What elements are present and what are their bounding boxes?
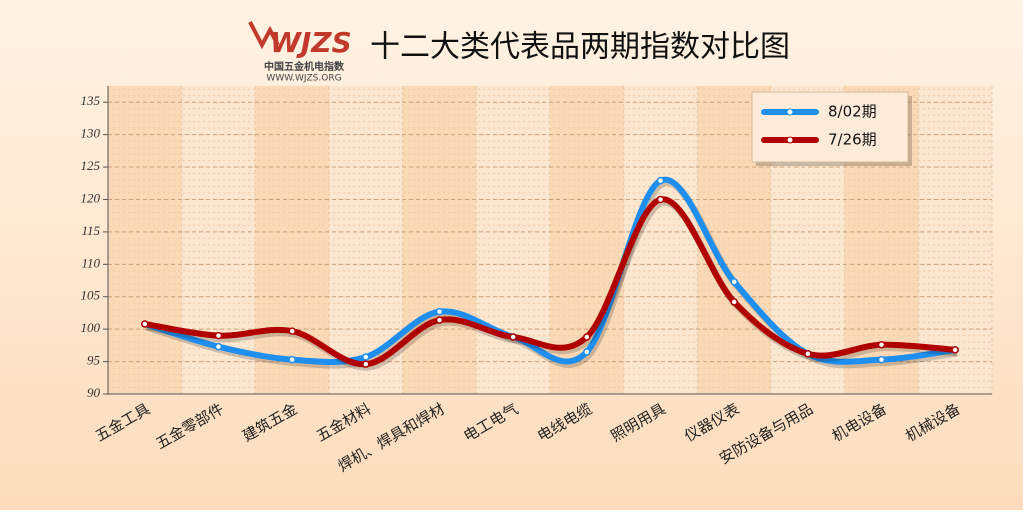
y-tick-label: 90 bbox=[87, 385, 101, 400]
y-tick-label: 100 bbox=[81, 320, 101, 335]
data-point bbox=[583, 348, 591, 356]
y-tick-label: 130 bbox=[81, 126, 101, 141]
y-tick-label: 135 bbox=[81, 93, 101, 108]
legend bbox=[751, 91, 909, 163]
y-tick-label: 110 bbox=[81, 255, 100, 270]
y-tick-label: 125 bbox=[81, 158, 101, 173]
y-tick-label: 105 bbox=[81, 288, 101, 303]
logo-url: WWW.WJZS.ORG bbox=[266, 74, 341, 84]
y-tick-label: 120 bbox=[81, 190, 101, 205]
data-point bbox=[877, 340, 886, 349]
data-point bbox=[214, 331, 223, 340]
data-point bbox=[583, 333, 591, 341]
y-tick-label: 95 bbox=[87, 353, 101, 368]
data-point bbox=[435, 316, 444, 324]
legend-marker bbox=[786, 108, 794, 116]
logo-arrow bbox=[248, 21, 280, 50]
data-point bbox=[951, 346, 959, 354]
y-tick-label: 115 bbox=[81, 223, 100, 238]
column-stripe bbox=[108, 86, 182, 394]
data-point bbox=[288, 355, 296, 364]
data-point bbox=[877, 355, 886, 364]
data-point bbox=[435, 307, 444, 316]
data-point bbox=[509, 333, 517, 341]
data-point bbox=[656, 176, 665, 185]
legend-marker bbox=[786, 136, 794, 144]
data-point bbox=[656, 195, 665, 204]
data-point bbox=[730, 278, 738, 286]
column-stripe bbox=[402, 86, 477, 394]
logo-mark: WJZS bbox=[270, 26, 352, 59]
column-stripe bbox=[550, 86, 624, 394]
legend-label: 8/02期 bbox=[828, 103, 877, 121]
data-point bbox=[362, 360, 370, 368]
data-point bbox=[730, 298, 738, 306]
data-point bbox=[804, 350, 812, 358]
data-point bbox=[214, 342, 223, 351]
data-point bbox=[141, 320, 149, 328]
chart-title: 十二大类代表品两期指数对比图 bbox=[370, 30, 790, 65]
data-point bbox=[288, 327, 296, 335]
data-point bbox=[362, 353, 370, 361]
logo: WJZS 中国五金机电指数 WWW.WJZS.ORG bbox=[248, 21, 352, 84]
legend-label: 7/26期 bbox=[828, 131, 877, 149]
logo-name: 中国五金机电指数 bbox=[264, 60, 345, 73]
